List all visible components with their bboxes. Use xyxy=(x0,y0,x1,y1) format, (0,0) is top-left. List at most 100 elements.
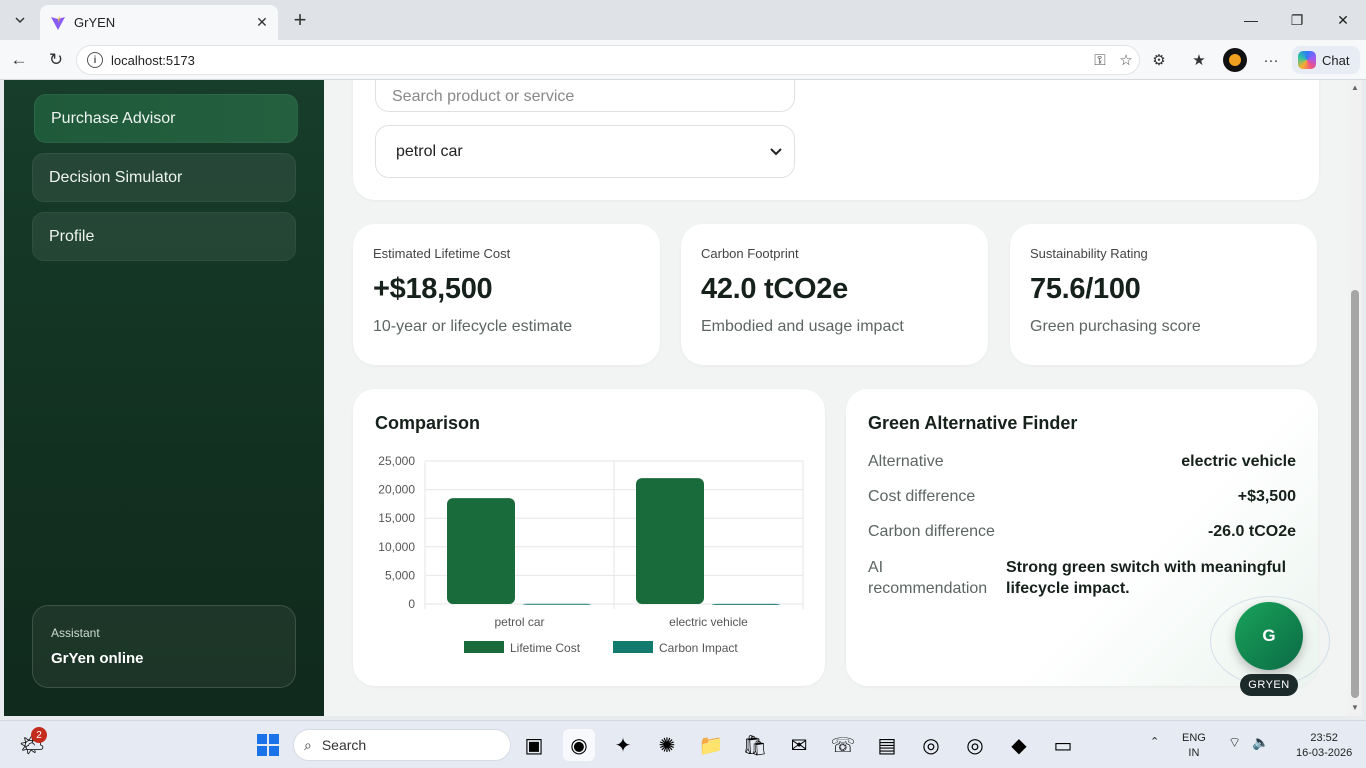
browser-toolbar: ← ↻ i localhost:5173 ⚿ ☆ ⚙ ★ ··· xyxy=(0,40,1366,80)
wifi-icon[interactable]: ⌔ xyxy=(1228,734,1242,750)
comparison-card: Comparison 25,000 20,000 15,000 10,000 5,000… xyxy=(353,389,825,686)
search-input[interactable]: Search product or service xyxy=(375,80,795,112)
selected-option: petrol car xyxy=(396,142,463,160)
volume-icon[interactable]: 🔈 xyxy=(1252,734,1270,750)
address-bar[interactable]: i localhost:5173 ⚿ ☆ xyxy=(76,45,1140,75)
clock-time: 23:52 xyxy=(1310,732,1338,744)
app-icon[interactable]: ◆ xyxy=(1011,734,1027,757)
assistant-label: Assistant xyxy=(51,626,100,640)
chatgpt-icon[interactable]: ✺ xyxy=(658,734,676,757)
file-explorer-icon[interactable]: 📁 xyxy=(698,734,724,757)
close-window-icon[interactable]: ✕ xyxy=(1337,11,1349,28)
sidebar-item-label: Decision Simulator xyxy=(49,168,183,186)
y-tick-label: 10,000 xyxy=(378,540,415,554)
tab-actions-menu-icon[interactable] xyxy=(6,7,34,33)
finder-row-carbon-difference: Carbon difference -26.0 tCO2e xyxy=(868,523,1296,541)
outlook-icon[interactable]: ✉ xyxy=(790,734,808,757)
chrome-icon[interactable]: ◎ xyxy=(966,734,984,757)
assistant-status-card: Assistant GrYen online xyxy=(32,605,296,688)
assistant-status: GrYen online xyxy=(51,650,144,667)
edge-browser-icon[interactable]: ◉ xyxy=(563,729,595,761)
stat-subtext: Green purchasing score xyxy=(1030,318,1201,335)
extensions-icon[interactable]: ⚙ xyxy=(1152,52,1166,69)
whatsapp-icon[interactable]: ☏ xyxy=(830,734,856,757)
sidebar-item-purchase-advisor[interactable]: Purchase Advisor xyxy=(34,94,298,143)
y-tick-label: 15,000 xyxy=(378,511,415,525)
task-view-icon[interactable]: ▣ xyxy=(524,734,544,757)
vite-favicon-icon xyxy=(51,15,65,30)
language-indicator[interactable]: ENG IN xyxy=(1182,731,1206,761)
sidebar-item-decision-simulator[interactable]: Decision Simulator xyxy=(32,153,296,202)
refresh-icon[interactable]: ↻ xyxy=(48,50,64,69)
page-scrollbar[interactable]: ▲ ▼ xyxy=(1348,80,1362,716)
taskbar: 🌤 ⌕ Search ▣ ◉ ✦ ✺ 📁 🛍 ✉ ☏ ▤ ◎ ◎ ◆ ▭ ⌃ E… xyxy=(0,720,1366,768)
more-options-icon[interactable]: ··· xyxy=(1263,51,1279,69)
copilot-icon xyxy=(1298,51,1316,69)
favorites-icon[interactable]: ★ xyxy=(1192,52,1206,69)
y-tick-label: 5,000 xyxy=(385,568,415,582)
sidebar-item-label: Profile xyxy=(49,227,95,245)
tab-title: GrYEN xyxy=(74,15,116,30)
sidebar-item-profile[interactable]: Profile xyxy=(32,212,296,261)
finder-label: Alternative xyxy=(868,453,944,470)
comparison-chart: 25,000 20,000 15,000 10,000 5,000 0 petrol car… xyxy=(378,454,804,655)
assistant-tag: GRYEN xyxy=(1240,674,1298,696)
terminal-icon[interactable]: ▭ xyxy=(1053,734,1073,757)
finder-label: AI recommendation xyxy=(868,559,988,597)
clock-date: 16-03-2026 xyxy=(1296,747,1353,759)
taskbar-search[interactable]: ⌕ Search xyxy=(293,729,511,761)
y-tick-label: 20,000 xyxy=(378,483,415,497)
copilot-chat-button[interactable]: Chat xyxy=(1292,46,1360,74)
key-icon[interactable]: ⚿ xyxy=(1094,51,1106,69)
taskbar-search-label: Search xyxy=(321,737,367,753)
finder-label: Carbon difference xyxy=(868,523,995,540)
comparison-title: Comparison xyxy=(375,413,481,433)
notification-badge: 2 xyxy=(31,727,47,743)
favorite-star-icon[interactable]: ☆ xyxy=(1119,52,1133,69)
site-info-icon[interactable]: i xyxy=(87,52,103,68)
windows-start-icon[interactable] xyxy=(252,729,284,761)
stat-value: 42.0 tCO2e xyxy=(701,273,848,305)
gryen-assistant-button[interactable]: G GRYEN xyxy=(1210,596,1330,716)
bar-carbon-impact xyxy=(523,603,591,605)
new-tab-icon[interactable]: + xyxy=(293,7,307,32)
back-icon[interactable]: ← xyxy=(10,50,28,69)
profile-avatar[interactable] xyxy=(1223,48,1247,72)
url-text[interactable]: localhost:5173 xyxy=(111,52,195,68)
language-code: ENG xyxy=(1182,732,1206,744)
product-select[interactable]: petrol car xyxy=(375,125,795,178)
stat-subtext: 10-year or lifecycle estimate xyxy=(373,318,573,335)
tab-strip: GrYEN ✕ + — ❐ ✕ xyxy=(0,0,1366,40)
stat-label: Estimated Lifetime Cost xyxy=(373,246,511,261)
bar-carbon-impact xyxy=(712,603,780,605)
close-tab-icon[interactable]: ✕ xyxy=(256,14,268,30)
browser-tab[interactable]: GrYEN ✕ xyxy=(40,5,278,40)
chevron-down-icon xyxy=(770,147,782,155)
chrome-canary-icon[interactable]: ◎ xyxy=(922,734,940,757)
show-hidden-icons-icon[interactable]: ⌃ xyxy=(1150,736,1160,748)
legend-label: Carbon Impact xyxy=(659,641,738,655)
minimize-icon[interactable]: — xyxy=(1244,12,1258,28)
legend-label: Lifetime Cost xyxy=(510,641,581,655)
finder-value: +$3,500 xyxy=(1237,488,1296,505)
clock[interactable]: 23:52 16-03-2026 xyxy=(1296,731,1352,761)
region-code: IN xyxy=(1188,747,1200,759)
sidebar-item-label: Purchase Advisor xyxy=(51,109,176,127)
legend-swatch xyxy=(613,641,653,653)
finder-row-alternative: Alternative electric vehicle xyxy=(868,453,1296,471)
search-icon: ⌕ xyxy=(304,736,312,753)
page-viewport: Purchase Advisor Decision Simulator Prof… xyxy=(4,80,1348,716)
stat-card-lifetime-cost: Estimated Lifetime Cost +$18,500 10-year… xyxy=(353,224,660,365)
finder-label: Cost difference xyxy=(868,488,976,505)
notepad-icon[interactable]: ▤ xyxy=(877,734,897,757)
legend-swatch xyxy=(464,641,504,653)
copilot-app-icon[interactable]: ✦ xyxy=(614,734,632,757)
assistant-avatar[interactable]: G xyxy=(1235,602,1303,670)
stat-card-sustainability-rating: Sustainability Rating 75.6/100 Green pur… xyxy=(1010,224,1317,365)
scroll-thumb[interactable] xyxy=(1351,290,1359,698)
scroll-up-icon[interactable]: ▲ xyxy=(1351,83,1359,92)
scroll-down-icon[interactable]: ▼ xyxy=(1351,703,1359,712)
stat-label: Carbon Footprint xyxy=(701,246,799,261)
maximize-icon[interactable]: ❐ xyxy=(1290,11,1304,28)
microsoft-store-icon[interactable]: 🛍 xyxy=(742,734,768,757)
